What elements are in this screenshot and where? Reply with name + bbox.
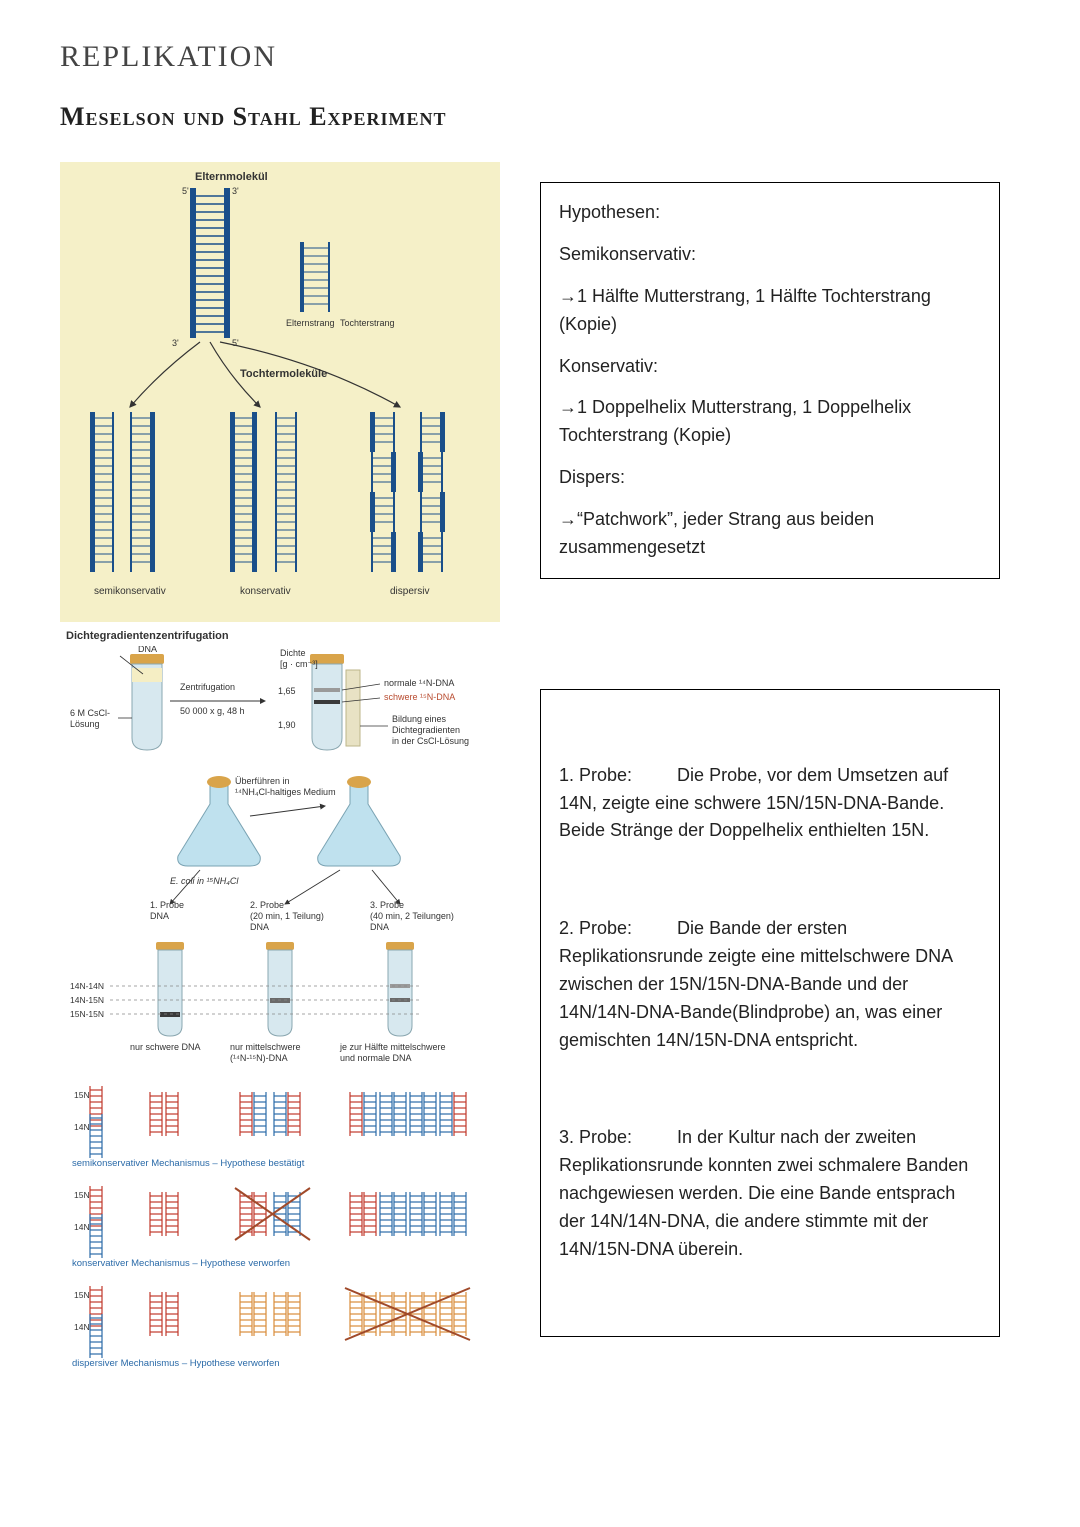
model-semikonservativ — [90, 412, 155, 572]
label-5prime-top: 5' — [182, 186, 189, 196]
hyp-disp-label: Dispers: — [559, 464, 981, 492]
diagram-centrifugation: Dichtegradientenzentrifugation — [60, 622, 500, 1419]
label-band-1415: 14N-15N — [70, 995, 104, 1005]
label-190: 1,90 — [278, 720, 296, 730]
result-tube-2 — [266, 942, 294, 1036]
label-res2: nur mittelschwere(¹⁴N-¹⁵N)-DNA — [230, 1042, 301, 1063]
right-column: Hypothesen: Semikonservativ: →1 Hälfte M… — [540, 162, 1000, 1337]
label-semikonservativ: semikonservativ — [94, 586, 166, 597]
legend-15n-c: 15N — [74, 1290, 90, 1300]
probe-3: 3. Probe: In der Kultur nach der zweiten… — [559, 1124, 981, 1263]
label-res1: nur schwere DNA — [130, 1042, 201, 1052]
legend-15n-b: 15N — [74, 1190, 90, 1200]
caption-semi: semikonservativer Mechanismus – Hypothes… — [72, 1158, 305, 1169]
label-zentrifugation: Zentrifugation — [180, 682, 235, 692]
label-tochtermolekuele: Tochtermoleküle — [240, 368, 327, 380]
model-dispersiv — [370, 412, 445, 572]
label-5prime-bot: 5' — [232, 338, 239, 348]
legend-14n-a: 14N — [74, 1122, 90, 1132]
label-3prime-bot: 3' — [172, 338, 179, 348]
caption-disp: dispersiver Mechanismus – Hypothese verw… — [72, 1358, 280, 1369]
legend-14n-c: 14N — [74, 1322, 90, 1332]
hyp-semi-label: Semikonservativ: — [559, 241, 981, 269]
label-cscl: 6 M CsCl-Lösung — [70, 708, 110, 729]
label-ecoli: E. coli in ¹⁵NH₄Cl — [170, 876, 239, 886]
mech-kons: 15N 14N — [74, 1186, 466, 1258]
result-tube-1 — [156, 942, 184, 1036]
replication-models-svg: Elternmolekül 5' 3' — [60, 162, 500, 622]
legend-15n-a: 15N — [74, 1090, 90, 1100]
probe-2: 2. Probe: Die Bande der ersten Replikati… — [559, 915, 981, 1054]
label-speed: 50 000 x g, 48 h — [180, 706, 245, 716]
probe-1: 1. Probe: Die Probe, vor dem Umsetzen au… — [559, 762, 981, 846]
label-band-1515: 15N-15N — [70, 1009, 104, 1019]
label-tochterstrang: Tochterstrang — [340, 318, 395, 328]
result-tube-3 — [386, 942, 414, 1036]
arrow-to-semi — [130, 342, 200, 407]
page-title-main: REPLIKATION — [60, 40, 1020, 74]
mech-disp: 15N 14N — [74, 1286, 470, 1358]
parent-duplex — [190, 188, 230, 338]
left-column: Elternmolekül 5' 3' — [60, 162, 500, 1419]
label-band-1414: 14N-14N — [70, 981, 104, 991]
centrifugation-svg: DNA 6 M CsCl-Lösung Zentrifugation 50 00… — [60, 646, 500, 1406]
caption-kons: konservativer Mechanismus – Hypothese ve… — [72, 1258, 290, 1269]
hyp-kons-text: →1 Doppelhelix Mutterstrang, 1 Doppelhel… — [559, 394, 981, 450]
label-probe3: 3. Probe(40 min, 2 Teilungen)DNA — [370, 900, 454, 932]
label-dichte: Dichte[g · cm⁻³] — [280, 648, 318, 669]
probes-box: 1. Probe: Die Probe, vor dem Umsetzen au… — [540, 689, 1000, 1337]
label-gradient: Bildung einesDichtegradientenin der CsCl… — [392, 714, 469, 746]
diagram-replication-models: Elternmolekül 5' 3' — [60, 162, 500, 622]
label-165: 1,65 — [278, 686, 296, 696]
label-elternstrang: Elternstrang — [286, 318, 335, 328]
label-dna: DNA — [138, 646, 157, 654]
label-konservativ: konservativ — [240, 586, 291, 597]
legend-14n-b: 14N — [74, 1222, 90, 1232]
label-probe1: 1. ProbeDNA — [150, 900, 184, 921]
hyp-semi-text: →1 Hälfte Mutterstrang, 1 Hälfte Tochter… — [559, 283, 981, 339]
content-row: Elternmolekül 5' 3' — [60, 162, 1020, 1419]
label-normale: normale ¹⁴N-DNA — [384, 678, 454, 688]
hyp-heading: Hypothesen: — [559, 199, 981, 227]
label-res3: je zur Hälfte mittelschwereund normale D… — [339, 1042, 446, 1063]
hyp-kons-label: Konservativ: — [559, 353, 981, 381]
mech-semi: 15N 14N — [74, 1086, 466, 1158]
label-probe2: 2. Probe(20 min, 1 Teilung)DNA — [250, 900, 324, 932]
hyp-disp-text: →“Patchwork”, jeder Strang aus beiden zu… — [559, 506, 981, 562]
label-3prime-top: 3' — [232, 186, 239, 196]
model-konservativ — [230, 412, 297, 572]
legend-strands — [300, 242, 330, 312]
page-title-sub: Meselson und Stahl Experiment — [60, 102, 1020, 132]
label-dispersiv: dispersiv — [390, 586, 429, 597]
tube-before — [130, 654, 164, 750]
hypotheses-box: Hypothesen: Semikonservativ: →1 Hälfte M… — [540, 182, 1000, 579]
label-ueberfuehren: Überführen in¹⁴NH₄Cl-haltiges Medium — [235, 776, 336, 797]
label-schwere: schwere ¹⁵N-DNA — [384, 692, 455, 702]
panel2-header: Dichtegradientenzentrifugation — [60, 626, 500, 646]
label-elternmolekuel: Elternmolekül — [195, 171, 268, 183]
